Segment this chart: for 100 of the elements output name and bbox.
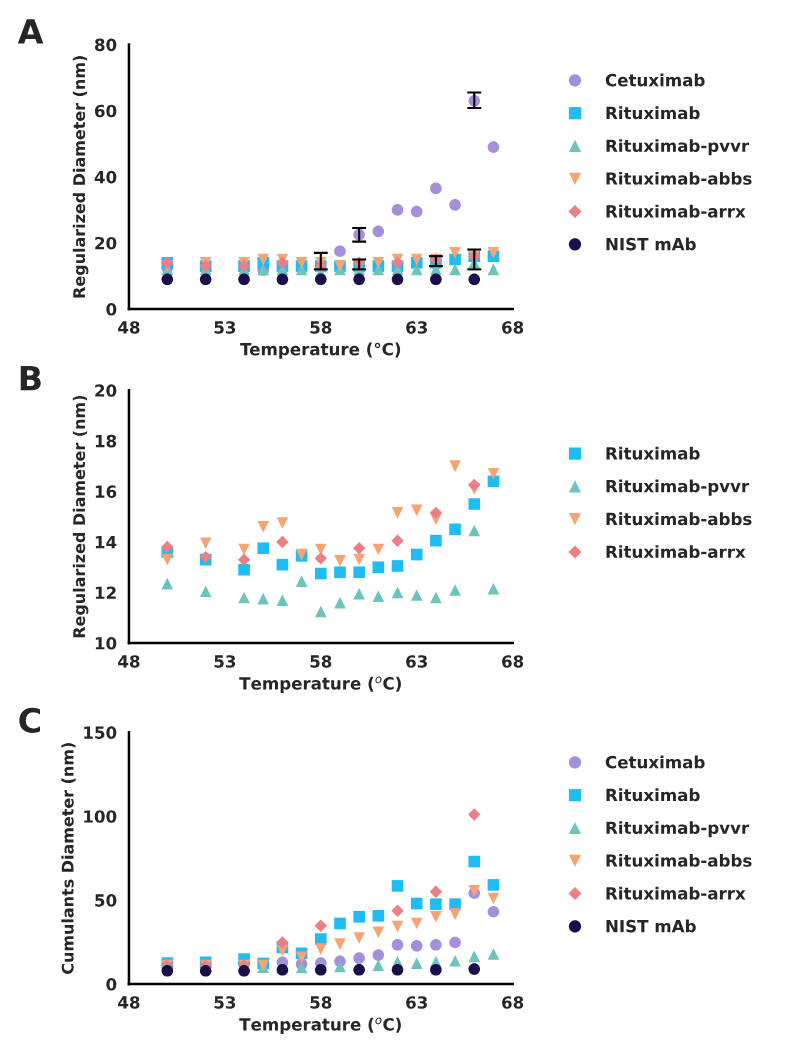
point xyxy=(487,892,500,905)
point xyxy=(353,566,365,579)
point xyxy=(372,949,385,961)
point xyxy=(430,898,442,910)
point xyxy=(353,273,365,286)
point xyxy=(276,273,289,286)
point xyxy=(430,910,442,923)
y-tick-label: 150 xyxy=(84,726,117,739)
point xyxy=(430,273,442,286)
point xyxy=(487,948,500,960)
point xyxy=(353,910,365,923)
y-tick-label: 0 xyxy=(106,978,117,991)
point xyxy=(430,534,442,547)
x-tick-label: 68 xyxy=(502,655,524,668)
point xyxy=(295,575,308,587)
point xyxy=(372,926,385,939)
point xyxy=(391,920,404,933)
y-tick-label: 80 xyxy=(94,38,117,52)
y-tick-label: 20 xyxy=(95,384,117,397)
legend-label: Rituximab-abbs xyxy=(606,171,752,185)
point xyxy=(199,273,212,286)
legend-label: Rituximab xyxy=(606,788,700,802)
point xyxy=(468,273,481,286)
legend-label: Rituximab-abbs xyxy=(606,512,752,526)
point xyxy=(314,567,327,580)
point xyxy=(410,939,423,952)
point xyxy=(314,943,327,955)
x-tick-label: 48 xyxy=(118,996,140,1009)
x-tick-label: 58 xyxy=(310,655,332,668)
point xyxy=(276,535,289,549)
point xyxy=(295,256,308,269)
legend-label: Rituximab-arrx xyxy=(606,545,746,559)
x-tick-label: 68 xyxy=(502,321,524,334)
point xyxy=(276,594,289,606)
point xyxy=(430,182,442,195)
point xyxy=(391,560,404,572)
point xyxy=(449,460,461,472)
chart-title: C xyxy=(19,707,41,733)
point xyxy=(161,273,174,286)
point xyxy=(410,548,423,561)
point xyxy=(487,263,500,276)
legend-label: Rituximab-pvvr xyxy=(606,479,750,496)
x-tick-label: 53 xyxy=(214,996,236,1009)
y-tick-label: 0 xyxy=(106,303,117,316)
point xyxy=(353,587,365,600)
point xyxy=(161,964,174,977)
legend-label: Cetuximab xyxy=(605,73,705,87)
point xyxy=(468,963,481,975)
y-tick-label: 14 xyxy=(95,536,117,549)
point xyxy=(334,555,346,567)
point xyxy=(430,938,442,951)
point xyxy=(276,517,289,529)
point xyxy=(391,534,404,547)
point xyxy=(468,808,481,821)
point xyxy=(429,506,443,520)
point xyxy=(314,605,327,618)
point xyxy=(334,938,346,950)
x-tick-label: 53 xyxy=(214,655,236,668)
point xyxy=(161,553,174,566)
chart-title: A xyxy=(17,19,44,44)
legend-label: Rituximab-arrx xyxy=(606,886,746,900)
point xyxy=(372,256,385,269)
point xyxy=(199,585,212,598)
point xyxy=(199,537,212,550)
y-axis-title: Regularized Diameter (nm) xyxy=(72,56,89,298)
point xyxy=(199,964,212,977)
point xyxy=(391,507,404,519)
point xyxy=(468,478,481,492)
point xyxy=(449,908,461,920)
point xyxy=(410,205,423,218)
x-tick-label: 48 xyxy=(118,321,140,334)
y-tick-label: 16 xyxy=(95,485,117,498)
legend-label: Rituximab-abbs xyxy=(606,853,752,867)
point xyxy=(449,263,461,276)
point xyxy=(391,904,404,917)
legend-label: NIST mAb xyxy=(606,919,696,933)
point xyxy=(238,964,250,977)
point xyxy=(372,225,385,238)
y-tick-label: 18 xyxy=(95,434,117,448)
point xyxy=(410,917,423,930)
point xyxy=(257,520,270,533)
point xyxy=(449,584,461,596)
x-tick-label: 68 xyxy=(502,996,524,1009)
point xyxy=(276,936,289,949)
x-axis-title: Temperature ($^{o}$C) xyxy=(239,676,401,693)
point xyxy=(372,909,385,922)
legend-label: Rituximab xyxy=(606,106,700,120)
point xyxy=(391,204,404,216)
legend-label: Rituximab-arrx xyxy=(606,204,746,218)
point xyxy=(372,543,385,556)
point xyxy=(468,855,481,868)
point xyxy=(238,563,250,576)
point xyxy=(430,963,442,976)
point xyxy=(449,523,461,536)
y-tick-label: 20 xyxy=(95,236,117,250)
point xyxy=(487,879,500,891)
point xyxy=(449,936,461,949)
point xyxy=(276,558,289,571)
point xyxy=(257,542,270,555)
legend-label: Rituximab-pvvr xyxy=(606,821,750,838)
